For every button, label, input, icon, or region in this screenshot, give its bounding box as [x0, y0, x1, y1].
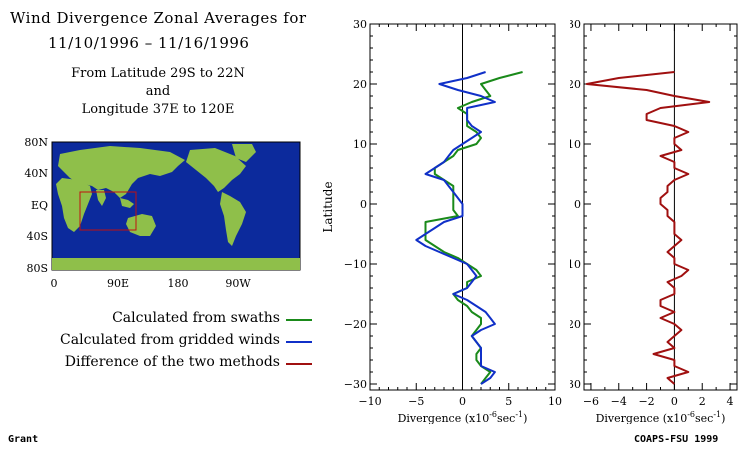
map-land: [52, 144, 300, 270]
map-lon-label: 0: [51, 277, 58, 290]
y-tick-label: 30: [570, 18, 581, 31]
y-tick-label: −10: [344, 258, 367, 271]
map-lon-label: 90E: [107, 277, 129, 290]
x-tick-label: −4: [611, 395, 627, 408]
legend-item-gridded: Calculated from gridded winds: [0, 332, 316, 352]
footer-author: Grant: [8, 434, 39, 445]
y-tick-label: 20: [570, 78, 581, 91]
map-lat-label: 80N: [24, 136, 48, 149]
y-tick-label: 0: [360, 198, 367, 211]
series-line: [585, 71, 711, 385]
y-tick-label: −20: [344, 318, 367, 331]
x-tick-label: −10: [358, 395, 381, 408]
x-axis-label: Divergence (x10-6sec-1): [398, 410, 528, 424]
map-lat-label: EQ: [31, 199, 48, 212]
map-lat-label: 40S: [26, 230, 48, 243]
legend-label: Calculated from swaths: [112, 310, 280, 326]
y-tick-label: 0: [574, 198, 581, 211]
x-tick-label: 0: [671, 395, 678, 408]
region-line-1: From Latitude 29S to 22N: [71, 66, 245, 81]
y-tick-label: 10: [570, 138, 581, 151]
plot-frame: [583, 23, 738, 391]
map-lon-label: 180: [168, 277, 189, 290]
map-lon-label: 90W: [225, 277, 251, 290]
x-tick-label: 2: [699, 395, 706, 408]
chart-date-range: 11/10/1996 – 11/16/1996: [48, 34, 250, 52]
x-tick-label: 5: [505, 395, 512, 408]
divergence-chart-main: −30 −20 −10 0 10 20 30 −10 −5 0 5 10 Divergence (x10…: [321, 18, 562, 424]
legend-swatch: [286, 363, 312, 365]
map-lat-label: 40N: [24, 167, 48, 180]
region-box: [79, 191, 137, 231]
region-line-2: and: [145, 84, 171, 99]
legend-item-swaths: Calculated from swaths: [0, 310, 316, 330]
series-line: [415, 71, 496, 385]
x-axis-label: Divergence (x10-6sec-1): [596, 410, 726, 424]
x-tick-label: −5: [408, 395, 424, 408]
x-tick-label: 0: [459, 395, 466, 408]
world-map: 80N 40N EQ 40S 80S 0 90E 180 90W: [24, 136, 301, 290]
series-line: [424, 71, 523, 385]
footer-credit: COAPS-FSU 1999: [634, 434, 719, 445]
x-tick-label: −2: [638, 395, 654, 408]
y-tick-label: −10: [570, 258, 581, 271]
map-x-labels: 0 90E 180 90W: [51, 277, 252, 290]
y-tick-label: 20: [353, 78, 367, 91]
x-tick-label: −6: [583, 395, 599, 408]
map-y-labels: 80N 40N EQ 40S 80S: [24, 136, 48, 275]
legend-swatch: [286, 341, 312, 343]
y-tick-label: −30: [570, 378, 581, 391]
x-tick-label: 4: [727, 395, 734, 408]
y-tick-label: 30: [353, 18, 367, 31]
legend-label: Calculated from gridded winds: [60, 332, 280, 348]
chart-title: Wind Divergence Zonal Averages for: [10, 9, 307, 27]
y-tick-label: 10: [353, 138, 367, 151]
legend-swatch: [286, 319, 312, 321]
x-tick-label: 10: [548, 395, 562, 408]
legend-label: Difference of the two methods: [64, 354, 280, 370]
legend-item-difference: Difference of the two methods: [0, 354, 316, 374]
y-tick-label: −30: [344, 378, 367, 391]
region-line-3: Longitude 37E to 120E: [81, 102, 235, 117]
y-tick-label: −20: [570, 318, 581, 331]
y-axis-label: Latitude: [321, 181, 335, 232]
map-lat-label: 80S: [26, 262, 48, 275]
